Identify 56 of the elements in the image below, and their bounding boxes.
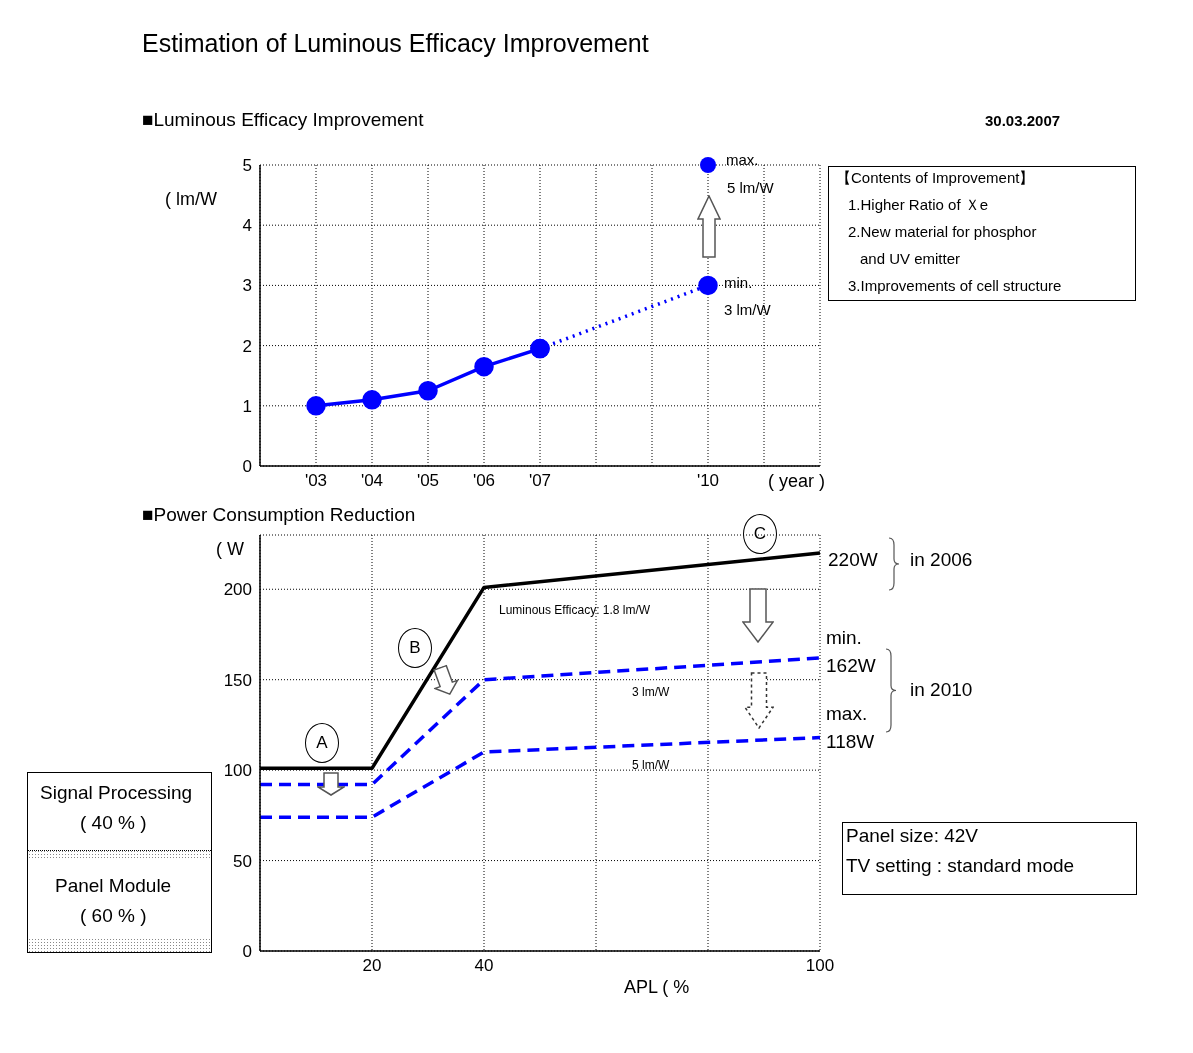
- text: Signal Processing: [40, 782, 193, 804]
- y-tick-label: 4: [242, 216, 252, 236]
- y-tick-label: 0: [242, 942, 252, 962]
- text: Panel size: 42V: [846, 825, 979, 847]
- x-tick-label: 40: [474, 956, 494, 976]
- text: ( 60 % ): [80, 905, 147, 927]
- x-tick-label: 20: [362, 956, 382, 976]
- chart-subtitle: ■Luminous Efficacy Improvement: [142, 109, 424, 131]
- annotation: C: [753, 523, 767, 544]
- text: ( 40 % ): [80, 812, 147, 834]
- annotation: 5 lm/W: [632, 758, 670, 773]
- annotation: Luminous Efficacy: 1.8 lm/W: [499, 603, 651, 618]
- text: 162W: [826, 655, 876, 677]
- annotation: B: [409, 637, 421, 658]
- y-tick-label: 3: [242, 276, 252, 296]
- chart-title: Estimation of Luminous Efficacy Improvement: [142, 29, 649, 58]
- annotation: 3 lm/W: [632, 685, 670, 700]
- text: 118W: [826, 731, 875, 753]
- text: 2.New material for phosphor: [848, 223, 1037, 241]
- text: 3.Improvements of cell structure: [848, 277, 1062, 295]
- text: and UV emitter: [860, 250, 961, 268]
- text: in 2006: [910, 549, 973, 571]
- y-tick-label: 1: [242, 396, 252, 416]
- y-tick-label: 50: [233, 851, 252, 871]
- x-axis-title: ( year ): [768, 471, 826, 492]
- text: 【Contents of Improvement】: [836, 169, 1035, 187]
- y-axis-title: ( lm/W: [165, 189, 217, 210]
- y-tick-label: 0: [242, 457, 252, 477]
- annotation: A: [316, 732, 328, 753]
- y-tick-label: 150: [223, 670, 252, 690]
- x-tick-label: 100: [805, 956, 835, 976]
- text: 1.Higher Ratio of Ｘe: [848, 196, 989, 214]
- annotation: min.: [724, 274, 753, 292]
- text: in 2010: [910, 679, 973, 701]
- chart-title: ■Power Consumption Reduction: [142, 504, 416, 526]
- text: max.: [826, 703, 868, 725]
- x-axis-title: APL ( %: [624, 977, 690, 998]
- x-tick-label: '10: [696, 471, 720, 491]
- y-tick-label: 200: [223, 580, 252, 600]
- y-tick-label: 5: [242, 156, 252, 176]
- text: min.: [826, 627, 862, 649]
- y-axis-title: ( W: [216, 539, 244, 560]
- text: Panel Module: [55, 875, 172, 897]
- annotation: 5 lm/W: [727, 179, 774, 197]
- x-tick-label: '03: [304, 471, 328, 491]
- x-tick-label: '04: [360, 471, 384, 491]
- x-tick-label: '06: [472, 471, 496, 491]
- annotation: 3 lm/W: [724, 301, 771, 319]
- y-tick-label: 100: [223, 761, 252, 781]
- annotation: max.: [726, 151, 759, 169]
- text: 30.03.2007: [985, 112, 1061, 130]
- text: TV setting : standard mode: [846, 855, 1075, 877]
- y-tick-label: 2: [242, 336, 252, 356]
- x-tick-label: '05: [416, 471, 440, 491]
- x-tick-label: '07: [528, 471, 552, 491]
- text: 220W: [828, 549, 878, 571]
